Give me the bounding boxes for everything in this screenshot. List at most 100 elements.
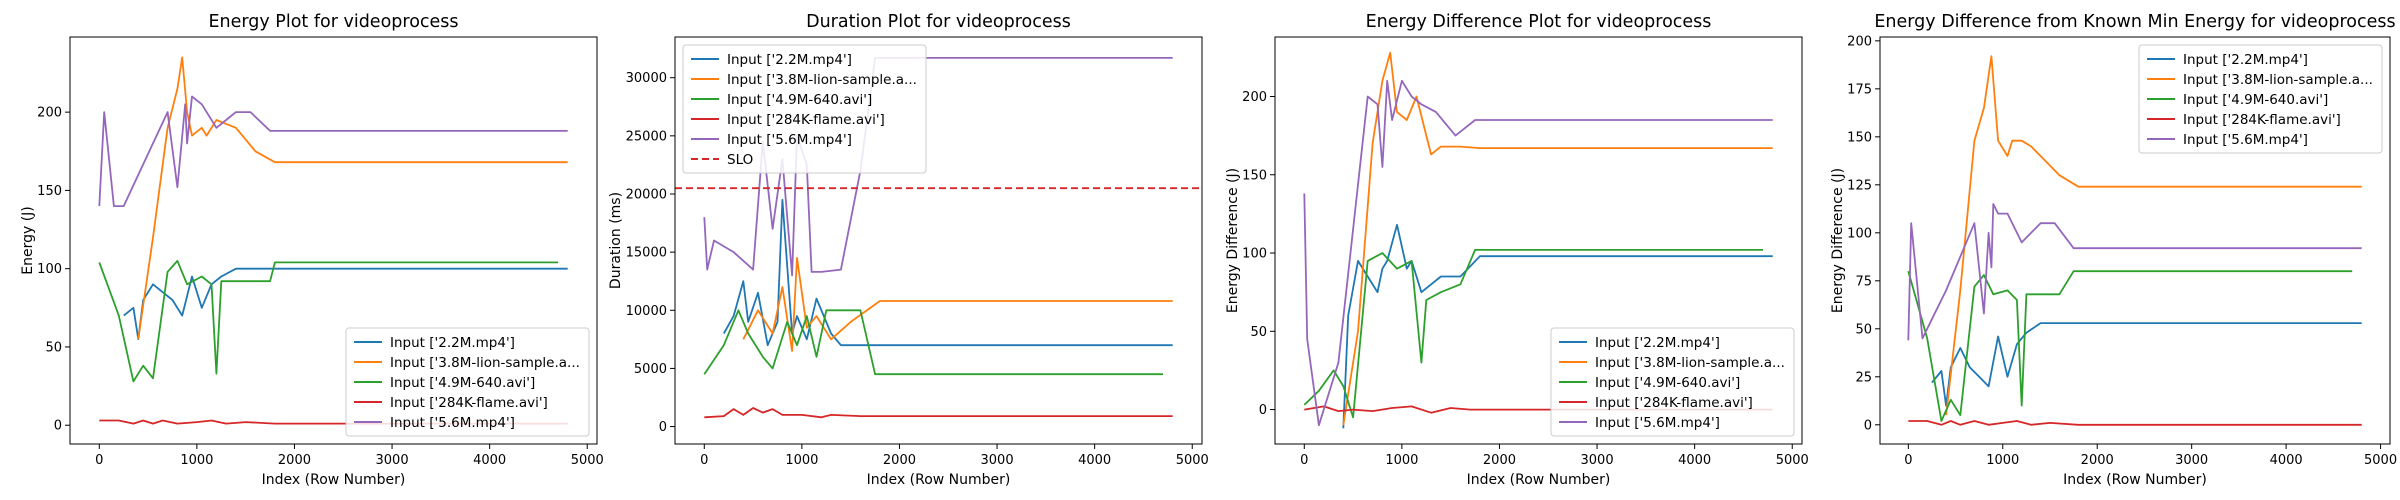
chart-panel-4: Energy Difference from Known Min Energy …	[1830, 12, 2397, 488]
plot-area	[1303, 51, 1773, 429]
plot-area	[98, 56, 568, 425]
legend-label: Input ['3.8M-lion-sample.a...	[390, 355, 580, 371]
y-tick-label: 20000	[626, 187, 667, 202]
chart-panel-3: Energy Difference Plot for videoprocess 0…	[1225, 12, 1809, 488]
chart-title: Energy Plot for videoprocess	[208, 12, 458, 32]
series-line-4	[1908, 420, 2362, 426]
x-axis-label: Index (Row Number)	[1467, 472, 1611, 488]
legend-box	[682, 44, 927, 174]
series-line-5	[98, 95, 568, 208]
x-tick-label: 5000	[571, 453, 604, 468]
legend-label: Input ['284K-flame.avi']	[390, 395, 548, 411]
y-tick-label: 175	[1847, 82, 1872, 97]
y-tick-label: 30000	[626, 71, 667, 86]
x-tick-label: 0	[700, 453, 708, 468]
series-line-1	[1931, 322, 2362, 407]
y-tick-label: 200	[1242, 90, 1267, 105]
series-line-5	[1907, 203, 2362, 341]
legend-label: Input ['2.2M.mp4']	[2183, 52, 2308, 68]
legend-label: Input ['3.8M-lion-sample.a...	[2183, 72, 2373, 88]
x-tick-label: 1000	[785, 453, 818, 468]
legend-label: Input ['284K-flame.avi']	[2183, 112, 2341, 128]
legend-box	[2138, 44, 2383, 154]
legend-label: Input ['5.6M.mp4']	[1595, 415, 1720, 431]
axes-frame	[674, 36, 1203, 445]
chart-title: Duration Plot for videoprocess	[806, 12, 1071, 32]
legend-label: Input ['3.8M-lion-sample.a...	[1595, 355, 1785, 371]
series-line-3	[703, 309, 1163, 376]
legend-label: Input ['4.9M-640.avi']	[1595, 375, 1740, 391]
x-tick-label: 5000	[1176, 453, 1209, 468]
x-tick-label: 1000	[180, 453, 213, 468]
series-line-4	[1304, 405, 1773, 414]
y-tick-label: 50	[1250, 325, 1267, 340]
series-line-1	[1342, 223, 1773, 429]
series-line-1	[723, 198, 1173, 347]
legend-label: Input ['5.6M.mp4']	[390, 415, 515, 431]
x-tick-label: 0	[1904, 453, 1912, 468]
y-tick-label: 0	[1259, 403, 1267, 418]
legend-label: Input ['4.9M-640.avi']	[2183, 92, 2328, 108]
x-tick-label: 3000	[981, 453, 1014, 468]
x-tick-label: 2000	[2081, 453, 2114, 468]
y-axis-label: Energy Difference (J)	[1225, 168, 1241, 313]
y-tick-label: 50	[45, 340, 62, 355]
y-tick-label: 25000	[626, 129, 667, 144]
x-axis-label: Index (Row Number)	[2063, 472, 2207, 488]
x-tick-label: 0	[1300, 453, 1308, 468]
y-tick-label: 0	[54, 419, 62, 434]
legend-label: Input ['5.6M.mp4']	[2183, 132, 2308, 148]
axes-frame	[69, 36, 598, 445]
legend-label: Input ['4.9M-640.avi']	[727, 92, 872, 108]
y-tick-label: 5000	[634, 362, 667, 377]
legend-label: Input ['284K-flame.avi']	[1595, 395, 1753, 411]
x-tick-label: 3000	[2175, 453, 2208, 468]
y-tick-label: 100	[1242, 247, 1267, 262]
series-line-5	[1303, 79, 1773, 427]
series-line-5	[703, 57, 1173, 277]
x-axis-label: Index (Row Number)	[867, 472, 1011, 488]
x-tick-label: 2000	[278, 453, 311, 468]
y-tick-label: 150	[37, 184, 62, 199]
y-tick-label: 0	[1864, 418, 1872, 433]
y-tick-label: 25	[1855, 370, 1872, 385]
series-line-2	[1342, 51, 1773, 426]
series-line-3	[1303, 248, 1763, 419]
legend-label: Input ['4.9M-640.avi']	[390, 375, 535, 391]
y-tick-label: 125	[1847, 178, 1872, 193]
legend-box	[1550, 327, 1795, 437]
legend-box	[345, 327, 590, 437]
plot-area	[675, 57, 1202, 419]
x-tick-label: 0	[95, 453, 103, 468]
series-line-3	[98, 259, 558, 383]
series-line-2	[1945, 55, 2362, 416]
y-tick-label: 100	[37, 262, 62, 277]
y-axis-label: Duration (ms)	[608, 192, 624, 289]
legend: Input ['2.2M.mp4'] Input ['3.8M-lion-samp…	[2138, 44, 2383, 154]
series-line-2	[137, 56, 568, 340]
x-tick-label: 4000	[1078, 453, 1111, 468]
x-tick-label: 4000	[473, 453, 506, 468]
y-tick-label: 75	[1855, 274, 1872, 289]
legend-label: SLO	[727, 152, 753, 168]
chart-title: Energy Difference from Known Min Energy …	[1874, 12, 2395, 32]
legend: Input ['2.2M.mp4'] Input ['3.8M-lion-samp…	[1550, 327, 1795, 437]
series-line-4	[704, 407, 1173, 419]
series-line-4	[99, 419, 568, 425]
axes-frame	[1879, 36, 2391, 445]
legend-label: Input ['2.2M.mp4']	[727, 52, 852, 68]
series-line-3	[1907, 270, 2353, 422]
x-tick-label: 2000	[883, 453, 916, 468]
chart-title: Energy Difference Plot for videoprocess	[1366, 12, 1712, 32]
x-tick-label: 5000	[2364, 453, 2397, 468]
x-tick-label: 5000	[1776, 453, 1809, 468]
x-axis-label: Index (Row Number)	[262, 472, 406, 488]
y-tick-label: 0	[659, 420, 667, 435]
x-tick-label: 2000	[1483, 453, 1516, 468]
y-tick-label: 10000	[626, 304, 667, 319]
plot-area	[1907, 55, 2362, 426]
x-tick-label: 1000	[1385, 453, 1418, 468]
legend: Input ['2.2M.mp4'] Input ['3.8M-lion-samp…	[682, 44, 927, 174]
